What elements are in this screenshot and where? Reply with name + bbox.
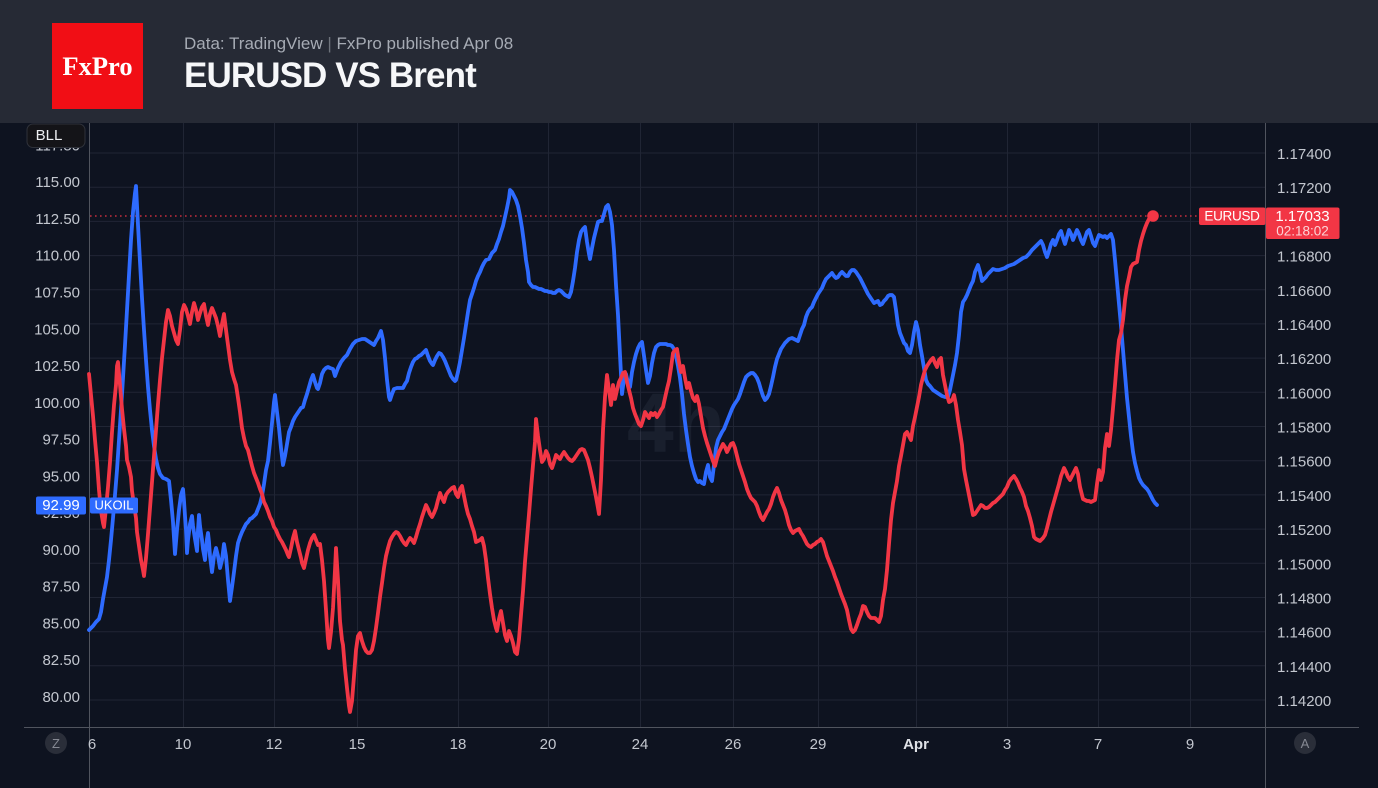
svg-text:85.00: 85.00	[42, 615, 80, 632]
svg-text:92.99: 92.99	[42, 497, 80, 514]
svg-text:1.16400: 1.16400	[1277, 317, 1331, 334]
svg-text:EURUSD: EURUSD	[1204, 209, 1260, 224]
svg-text:1.17200: 1.17200	[1277, 180, 1331, 197]
svg-text:80.00: 80.00	[42, 689, 80, 706]
svg-text:29: 29	[810, 736, 827, 753]
svg-text:1.14800: 1.14800	[1277, 591, 1331, 608]
svg-text:1.17400: 1.17400	[1277, 146, 1331, 163]
svg-text:Z: Z	[52, 736, 60, 751]
svg-text:9: 9	[1186, 736, 1194, 753]
svg-text:1.14200: 1.14200	[1277, 693, 1331, 710]
svg-text:02:18:02: 02:18:02	[1276, 224, 1329, 239]
svg-text:90.00: 90.00	[42, 542, 80, 559]
svg-text:107.50: 107.50	[34, 285, 80, 302]
svg-text:100.00: 100.00	[34, 395, 80, 412]
svg-text:7: 7	[1094, 736, 1102, 753]
svg-text:18: 18	[450, 736, 467, 753]
svg-text:112.50: 112.50	[35, 211, 80, 228]
svg-text:20: 20	[540, 736, 557, 753]
svg-text:1.15400: 1.15400	[1277, 488, 1331, 505]
svg-text:EURUSD VS Brent: EURUSD VS Brent	[184, 56, 477, 95]
svg-text:1.16800: 1.16800	[1277, 249, 1331, 266]
svg-text:3: 3	[1003, 736, 1011, 753]
svg-text:1.16200: 1.16200	[1277, 351, 1331, 368]
svg-text:BLL: BLL	[36, 127, 63, 144]
svg-text:1.15800: 1.15800	[1277, 420, 1331, 437]
svg-text:Apr: Apr	[903, 736, 929, 753]
svg-text:1.15200: 1.15200	[1277, 522, 1331, 539]
svg-text:115.00: 115.00	[35, 174, 80, 191]
svg-text:Data: TradingView | FxPro publ: Data: TradingView | FxPro published Apr …	[184, 34, 513, 53]
svg-text:FxPro: FxPro	[62, 51, 132, 81]
svg-text:10: 10	[175, 736, 192, 753]
svg-text:110.00: 110.00	[35, 248, 80, 265]
svg-text:1.16000: 1.16000	[1277, 385, 1331, 402]
svg-text:1.17033: 1.17033	[1275, 208, 1329, 225]
svg-text:97.50: 97.50	[42, 432, 80, 449]
svg-text:87.50: 87.50	[42, 579, 80, 596]
svg-text:1.15600: 1.15600	[1277, 454, 1331, 471]
svg-text:1.16600: 1.16600	[1277, 283, 1331, 300]
svg-text:105.00: 105.00	[34, 321, 80, 338]
svg-text:6: 6	[88, 736, 96, 753]
svg-text:1.14400: 1.14400	[1277, 659, 1331, 676]
svg-text:12: 12	[266, 736, 283, 753]
svg-text:24: 24	[632, 736, 649, 753]
svg-text:1.14600: 1.14600	[1277, 625, 1331, 642]
svg-text:UKOIL: UKOIL	[94, 498, 133, 513]
svg-text:95.00: 95.00	[42, 468, 80, 485]
svg-text:26: 26	[725, 736, 742, 753]
svg-text:15: 15	[349, 736, 366, 753]
svg-text:A: A	[1301, 736, 1310, 751]
svg-text:1.15000: 1.15000	[1277, 556, 1331, 573]
svg-text:102.50: 102.50	[34, 358, 80, 375]
svg-text:82.50: 82.50	[42, 652, 80, 669]
